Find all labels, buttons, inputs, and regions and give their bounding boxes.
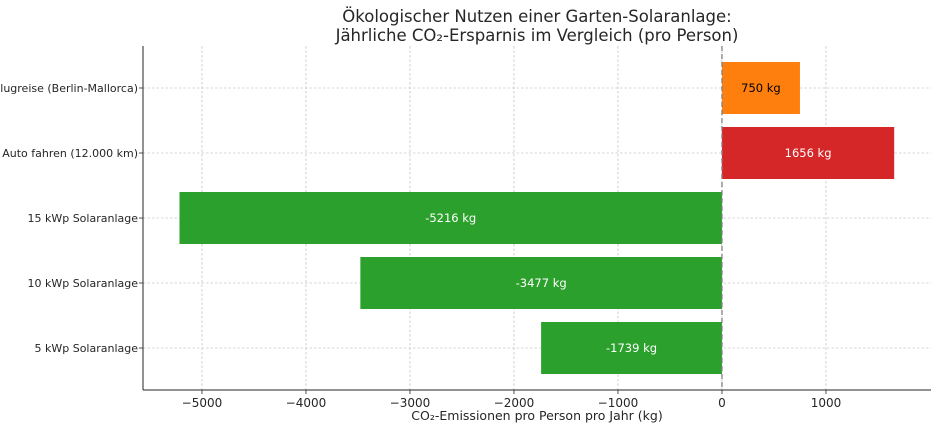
y-tick-label: 10 kWp Solaranlage — [27, 277, 138, 290]
y-tick-label: 15 kWp Solaranlage — [27, 212, 138, 225]
bar-data-label: 750 kg — [741, 81, 781, 95]
bar-data-label: -5216 kg — [425, 211, 476, 225]
bar-data-label: -3477 kg — [516, 276, 567, 290]
axes: −5000 −4000 −3000 −2000 −1000 0 1000 5 kWp Sola… — [0, 46, 931, 410]
x-tick-label: −5000 — [182, 396, 223, 410]
x-tick-label: 0 — [718, 396, 726, 410]
x-tick-label: −4000 — [286, 396, 327, 410]
x-tick-label: −2000 — [494, 396, 535, 410]
chart-subtitle: Jährliche CO₂-Ersparnis im Vergleich (pr… — [335, 26, 739, 45]
bar-data-label: -1739 kg — [606, 341, 657, 355]
bar — [721, 61, 800, 114]
y-tick-label: Auto fahren (12.000 km) — [2, 147, 138, 160]
bar — [721, 126, 895, 179]
y-tick-label: 5 kWp Solaranlage — [34, 342, 138, 355]
bar — [360, 257, 722, 310]
bars: -1739 kg -3477 kg -5216 kg 1656 kg 750 kg — [179, 46, 895, 390]
bar — [541, 322, 722, 375]
chart-title: Ökologischer Nutzen einer Garten-Solaran… — [342, 7, 731, 26]
x-tick-label: 1000 — [811, 396, 842, 410]
bar-data-label: 1656 kg — [785, 146, 832, 160]
y-tick-label: Flugreise (Berlin-Mallorca) — [0, 82, 138, 95]
x-tick-label: −3000 — [390, 396, 431, 410]
bar — [179, 191, 722, 245]
x-axis-label: CO₂-Emissionen pro Person pro Jahr (kg) — [411, 408, 662, 423]
x-tick-label: −1000 — [598, 396, 639, 410]
